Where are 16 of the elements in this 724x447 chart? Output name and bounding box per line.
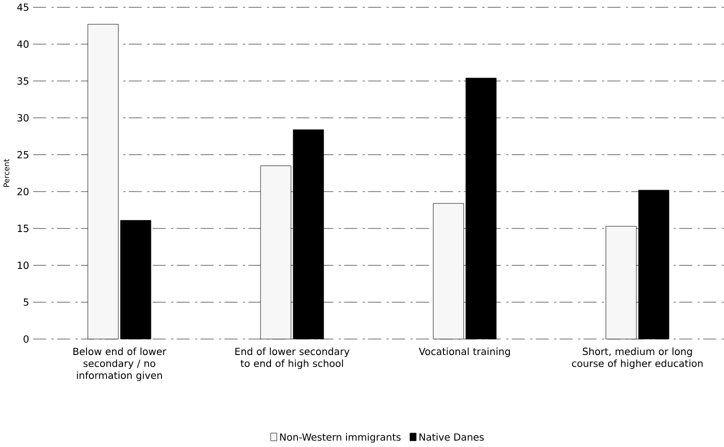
x-tick-label: End of lower secondary to end of high school xyxy=(235,348,350,370)
legend-label: Native Danes xyxy=(420,433,484,441)
y-tick-label: 45 xyxy=(17,4,28,12)
y-tick-label: 35 xyxy=(18,77,28,85)
x-tick-label: Vocational training xyxy=(418,348,510,358)
y-tick-label: 40 xyxy=(17,40,29,48)
x-tick-label: Below end of lower secondary / no information given xyxy=(73,348,166,382)
y-tick-label: 5 xyxy=(24,298,28,306)
y-tick-label: 0 xyxy=(24,336,29,343)
y-tick-label: 10 xyxy=(18,262,29,270)
y-tick-label: 25 xyxy=(17,151,28,159)
legend-label: Non-Western immigrants xyxy=(280,433,401,443)
x-tick-label: Short, medium or long course of higher education xyxy=(572,348,703,370)
y-tick-label: 30 xyxy=(18,114,29,122)
y-tick-label: 20 xyxy=(17,188,29,196)
y-tick-label: 15 xyxy=(18,225,28,232)
